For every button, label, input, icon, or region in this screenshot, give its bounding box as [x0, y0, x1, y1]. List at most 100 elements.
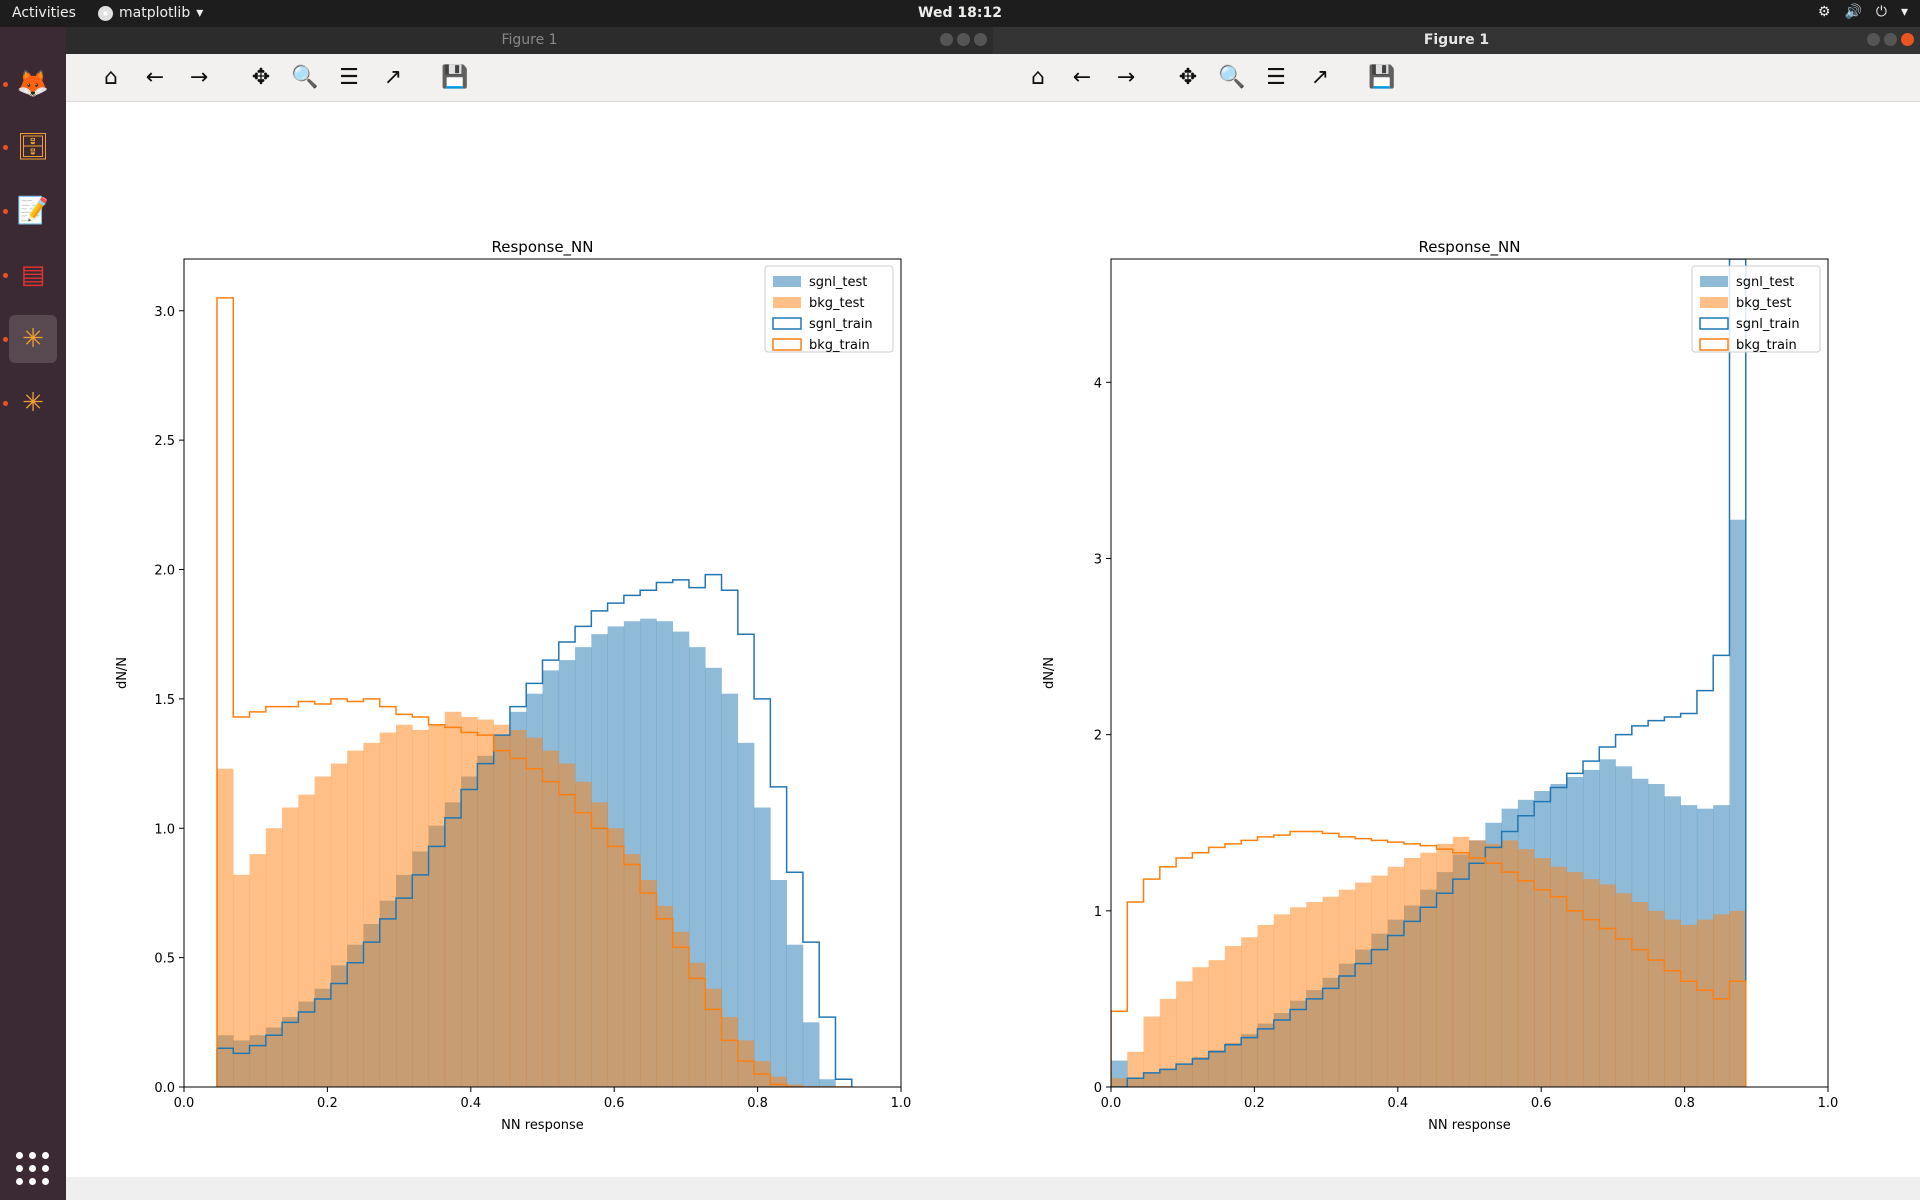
bar-bkg_test	[1664, 919, 1681, 1087]
y-tick-label: 0.5	[154, 952, 175, 967]
files-icon[interactable]: 🗄	[16, 132, 50, 162]
bar-bkg_test	[737, 1040, 755, 1087]
running-indicator	[3, 82, 8, 87]
bar-bkg_test	[1208, 960, 1226, 1087]
y-tick-label: 1	[1094, 905, 1102, 920]
bar-bkg_test	[1143, 1016, 1161, 1087]
edit-axes-button[interactable]: ↗	[383, 64, 403, 90]
y-tick-label: 2	[1094, 729, 1102, 744]
maximize-icon[interactable]	[957, 33, 970, 46]
window-controls	[1867, 33, 1914, 46]
figure-canvas[interactable]: 0.0 0.2 0.4 0.6 0.8 1.0 0 1 2 3 4 Response_NN NN res…	[993, 102, 1920, 1176]
system-tray[interactable]: ⚙ 🔊 ⏻ ▾	[1818, 4, 1908, 20]
save-button[interactable]: 💾	[441, 64, 469, 90]
window-titlebar[interactable]: Figure 1	[993, 27, 1920, 54]
maximize-icon[interactable]	[1884, 33, 1897, 46]
bar-bkg_test	[347, 750, 364, 1087]
y-tick-label: 4	[1094, 376, 1102, 391]
edit-axes-button[interactable]: ↗	[1310, 64, 1330, 90]
bar-bkg_test	[640, 880, 657, 1087]
bar-sgnl_test	[770, 880, 787, 1087]
bar-sgnl_test	[705, 667, 722, 1087]
bar-bkg_test	[1192, 967, 1209, 1087]
back-button[interactable]: ←	[1072, 64, 1092, 90]
home-button[interactable]: ⌂	[1031, 64, 1045, 90]
bar-bkg_test	[1224, 946, 1242, 1087]
x-tick-label: 0.4	[460, 1096, 481, 1111]
minimize-icon[interactable]	[1867, 33, 1880, 46]
bar-bkg_test	[688, 962, 706, 1087]
terminal-icon[interactable]: ▤	[20, 260, 46, 290]
app-menu[interactable]: matplotlib ▾	[98, 5, 203, 21]
clock[interactable]: Wed 18:12	[918, 5, 1002, 21]
navigation-toolbar: ⌂ ← → ✥ 🔍 ☰ ↗ 💾	[993, 54, 1920, 102]
firefox-icon[interactable]: 🦊	[16, 69, 50, 99]
bar-bkg_test	[1420, 852, 1437, 1087]
bar-bkg_test	[1306, 902, 1323, 1087]
legend-label-bkg_test: bkg_test	[1736, 296, 1792, 311]
subplots-button[interactable]: ☰	[339, 64, 359, 90]
show-applications-icon[interactable]	[16, 1152, 50, 1186]
bar-bkg_test	[1550, 866, 1568, 1087]
x-tick-label: 0.6	[1531, 1096, 1552, 1111]
close-icon[interactable]	[1901, 33, 1914, 46]
zoom-button[interactable]: 🔍	[291, 64, 319, 90]
tray-menu-chevron-icon[interactable]: ▾	[1900, 4, 1908, 20]
close-icon[interactable]	[974, 33, 987, 46]
bar-bkg_test	[428, 724, 446, 1087]
forward-button[interactable]: →	[189, 64, 209, 90]
top-bar: Activities matplotlib ▾ Wed 18:12 ⚙ 🔊 ⏻ …	[0, 0, 1920, 27]
bar-bkg_test	[1241, 937, 1258, 1087]
matplotlib-app-icon-1[interactable]: ✳	[9, 315, 57, 363]
bar-bkg_test	[1648, 910, 1665, 1087]
bar-bkg_test	[493, 724, 511, 1087]
x-tick-label: 0.0	[1101, 1096, 1122, 1111]
text-editor-icon[interactable]: 📝	[16, 196, 50, 226]
pan-button[interactable]: ✥	[251, 64, 271, 90]
zoom-button[interactable]: 🔍	[1218, 64, 1246, 90]
bar-bkg_test	[786, 1084, 804, 1087]
bar-bkg_test	[1631, 902, 1649, 1087]
legend-swatch-bkg_test	[1700, 297, 1728, 308]
bar-bkg_test	[1159, 998, 1177, 1087]
bar-bkg_test	[672, 931, 690, 1087]
status-bar	[66, 1177, 1920, 1200]
forward-button[interactable]: →	[1116, 64, 1136, 90]
running-indicator	[3, 401, 8, 406]
bar-bkg_test	[1713, 914, 1730, 1087]
histogram-chart: 0.0 0.2 0.4 0.6 0.8 1.0 0.0 0.5 1.0 1.5 2.0 2.5 3.0 R…	[115, 238, 911, 1133]
power-icon[interactable]: ⏻	[1875, 4, 1887, 20]
bar-bkg_test	[233, 874, 250, 1087]
y-axis-label: dN/N	[1042, 657, 1057, 689]
x-tick-label: 1.0	[1818, 1096, 1839, 1111]
navigation-toolbar: ⌂ ← → ✥ 🔍 ☰ ↗ 💾	[66, 54, 993, 102]
subplots-button[interactable]: ☰	[1266, 64, 1286, 90]
matplotlib-app-icon-2[interactable]: ✳	[22, 388, 44, 418]
settings-icon[interactable]: ⚙	[1817, 4, 1831, 20]
window-titlebar[interactable]: Figure 1	[66, 27, 993, 54]
x-tick-label: 0.8	[1674, 1096, 1695, 1111]
bar-bkg_test	[575, 781, 592, 1087]
pan-button[interactable]: ✥	[1178, 64, 1198, 90]
bar-bkg_test	[265, 828, 283, 1087]
bar-bkg_test	[330, 763, 348, 1087]
bar-bkg_test	[412, 729, 429, 1087]
legend-box	[1691, 265, 1821, 353]
step-line-bkg_train	[216, 297, 852, 1087]
step-line-bkg_train	[1111, 830, 1747, 1087]
home-button[interactable]: ⌂	[104, 64, 118, 90]
x-tick-label: 0.0	[174, 1096, 195, 1111]
minimize-icon[interactable]	[940, 33, 953, 46]
legend-swatch-sgnl_test	[773, 276, 801, 287]
figure-canvas[interactable]: 0.0 0.2 0.4 0.6 0.8 1.0 0.0 0.5 1.0 1.5 2.0 2.5 3.0 R…	[66, 102, 993, 1176]
bar-bkg_test	[363, 742, 381, 1087]
activities-button[interactable]: Activities	[12, 5, 76, 21]
back-button[interactable]: ←	[145, 64, 165, 90]
bar-bkg_test	[1338, 889, 1356, 1087]
volume-icon[interactable]: 🔊	[1844, 4, 1862, 20]
window-title: Figure 1	[1423, 32, 1490, 48]
bar-sgnl_test	[737, 742, 755, 1087]
x-tick-label: 0.4	[1387, 1096, 1408, 1111]
save-button[interactable]: 💾	[1368, 64, 1396, 90]
legend: sgnl_test bkg_test sgnl_train bkg_train	[764, 265, 894, 353]
